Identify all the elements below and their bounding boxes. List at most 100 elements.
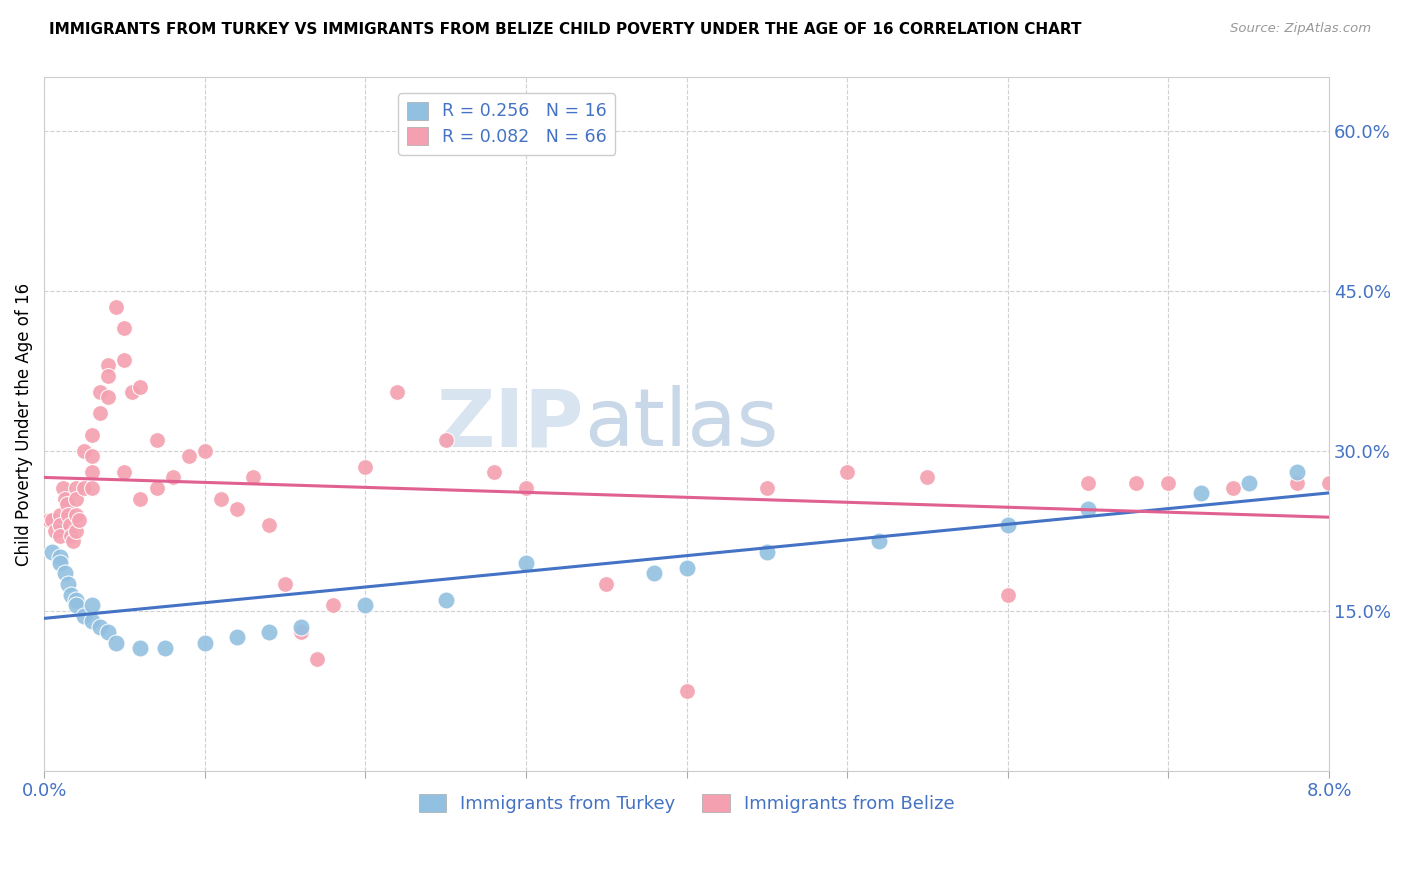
Point [65, 599, 87, 613]
Point [82, 427, 104, 442]
Point [112, 353, 135, 368]
Point [105, 636, 128, 650]
Point [49, 518, 72, 533]
Point [69, 513, 91, 527]
Legend: Immigrants from Turkey, Immigrants from Belize: Immigrants from Turkey, Immigrants from … [408, 783, 966, 824]
Point [643, 566, 665, 581]
Point [209, 491, 232, 506]
Point [177, 449, 200, 463]
Point [1237, 475, 1260, 490]
Point [917, 470, 939, 484]
Text: ZIP: ZIP [436, 385, 583, 463]
Point [1125, 475, 1147, 490]
Point [49, 556, 72, 570]
Point [53, 566, 76, 581]
Point [997, 518, 1019, 533]
Point [97, 369, 120, 384]
Point [354, 459, 377, 474]
Point [225, 631, 247, 645]
Y-axis label: Child Poverty Under the Age of 16: Child Poverty Under the Age of 16 [15, 283, 32, 566]
Point [515, 481, 537, 495]
Point [1285, 475, 1308, 490]
Point [58, 577, 80, 591]
Point [73, 481, 96, 495]
Point [65, 524, 87, 538]
Point [242, 470, 264, 484]
Point [153, 641, 176, 656]
Point [55, 497, 77, 511]
Point [41, 513, 63, 527]
Point [82, 481, 104, 495]
Point [1222, 481, 1244, 495]
Point [73, 443, 96, 458]
Point [515, 556, 537, 570]
Point [129, 491, 152, 506]
Point [82, 465, 104, 479]
Point [49, 508, 72, 522]
Point [82, 599, 104, 613]
Point [89, 620, 111, 634]
Point [354, 599, 377, 613]
Point [145, 433, 167, 447]
Point [73, 609, 96, 624]
Point [290, 620, 312, 634]
Point [868, 534, 890, 549]
Point [60, 529, 83, 543]
Point [89, 385, 111, 400]
Point [121, 385, 143, 400]
Point [1189, 486, 1212, 500]
Point [257, 625, 280, 640]
Point [755, 481, 778, 495]
Point [434, 433, 457, 447]
Point [62, 534, 84, 549]
Point [194, 636, 217, 650]
Point [97, 391, 120, 405]
Point [482, 465, 505, 479]
Point [755, 545, 778, 559]
Point [112, 465, 135, 479]
Point [257, 518, 280, 533]
Point [60, 588, 83, 602]
Point [65, 593, 87, 607]
Point [1157, 475, 1180, 490]
Point [82, 449, 104, 463]
Point [49, 529, 72, 543]
Point [112, 321, 135, 335]
Point [58, 508, 80, 522]
Point [65, 481, 87, 495]
Point [675, 683, 697, 698]
Point [194, 443, 217, 458]
Point [1077, 475, 1099, 490]
Point [97, 359, 120, 373]
Point [41, 545, 63, 559]
Point [38, 513, 60, 527]
Point [52, 481, 75, 495]
Point [290, 625, 312, 640]
Point [129, 641, 152, 656]
Point [44, 524, 66, 538]
Point [49, 550, 72, 565]
Point [307, 651, 329, 665]
Text: Source: ZipAtlas.com: Source: ZipAtlas.com [1230, 22, 1371, 36]
Point [105, 300, 128, 314]
Point [322, 599, 344, 613]
Point [53, 491, 76, 506]
Point [387, 385, 409, 400]
Point [837, 465, 859, 479]
Point [274, 577, 297, 591]
Point [1285, 465, 1308, 479]
Point [65, 508, 87, 522]
Point [129, 380, 152, 394]
Point [65, 491, 87, 506]
Point [434, 593, 457, 607]
Point [997, 588, 1019, 602]
Point [1077, 502, 1099, 516]
Point [145, 481, 167, 495]
Point [225, 502, 247, 516]
Text: atlas: atlas [583, 385, 778, 463]
Point [595, 577, 617, 591]
Point [162, 470, 184, 484]
Point [82, 615, 104, 629]
Point [59, 518, 82, 533]
Point [675, 561, 697, 575]
